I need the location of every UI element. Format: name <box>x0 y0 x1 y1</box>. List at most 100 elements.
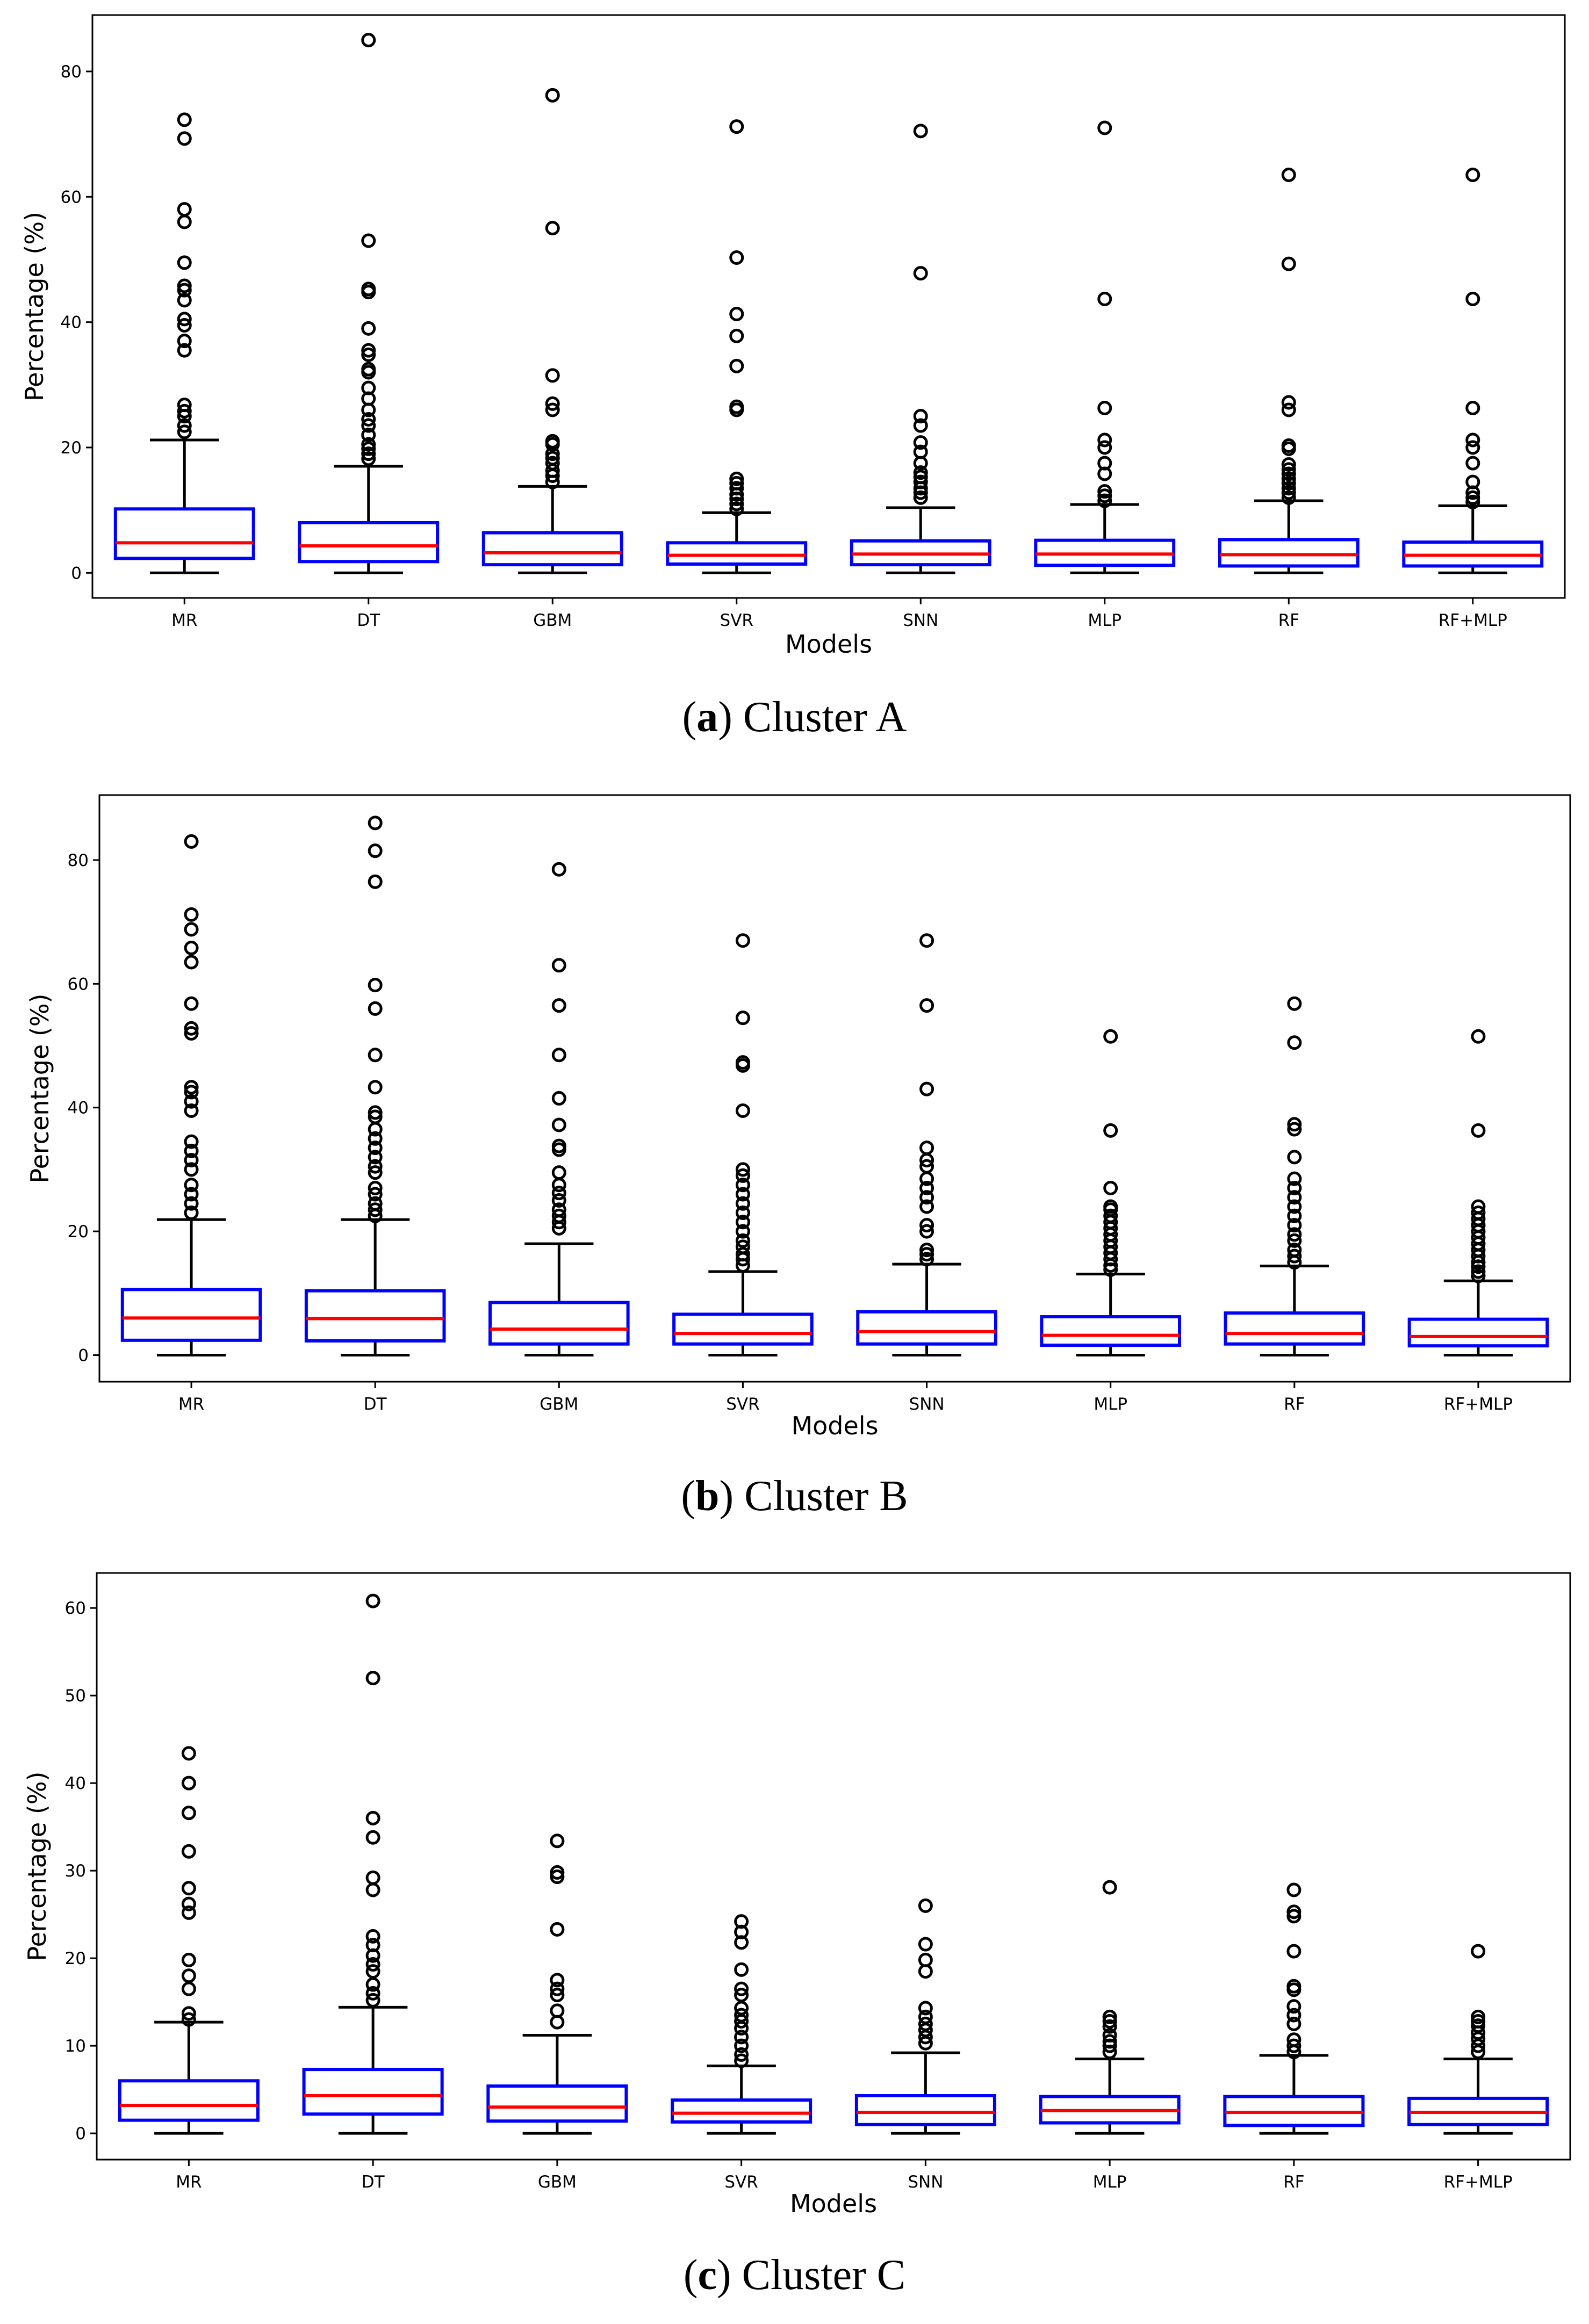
box-snn <box>850 124 991 574</box>
outlier-point <box>735 1247 750 1262</box>
outlier-point <box>913 465 928 480</box>
outlier-point <box>545 368 560 383</box>
outlier-point <box>551 1193 566 1208</box>
x-tick-label: RF+MLP <box>1439 611 1507 630</box>
outlier-point <box>1102 2034 1117 2049</box>
outlier-point <box>361 446 376 461</box>
iqr-box <box>672 1312 814 1346</box>
outlier-point <box>734 1981 749 1996</box>
outlier-point <box>184 1187 199 1202</box>
outlier-point <box>365 1810 380 1825</box>
y-tick-label: 40 <box>61 313 82 333</box>
outlier-point <box>919 1081 934 1096</box>
outlier-point <box>361 380 376 395</box>
outlier-point <box>551 1117 566 1132</box>
outlier-point <box>361 412 376 427</box>
outlier-point <box>365 1593 380 1608</box>
x-tick-label: SNN <box>909 1395 945 1414</box>
outlier-point <box>368 1141 383 1156</box>
outlier-point <box>734 2030 749 2045</box>
outlier-point <box>919 1247 934 1262</box>
outlier-point <box>1471 1123 1486 1138</box>
outlier-point <box>735 1168 750 1183</box>
x-tick-label: RF <box>1283 2173 1304 2192</box>
outlier-point <box>550 1922 565 1937</box>
outlier-point <box>550 2003 565 2018</box>
outlier-point <box>1465 292 1480 306</box>
outlier-point <box>913 490 928 505</box>
outlier-point <box>734 2053 749 2068</box>
outlier-point <box>735 1187 750 1202</box>
outlier-point <box>361 33 376 48</box>
y-tick-label: 0 <box>75 2124 86 2143</box>
outlier-point <box>368 1001 383 1016</box>
outlier-point <box>1286 1944 1302 1959</box>
y-tick-label: 40 <box>65 1774 86 1793</box>
y-tick-label: 20 <box>65 1949 86 1968</box>
outlier-point <box>545 451 560 466</box>
outlier-point <box>368 1159 383 1174</box>
outlier-point <box>184 996 199 1011</box>
outlier-point <box>1287 1035 1302 1050</box>
outlier-point <box>361 428 376 443</box>
outlier-point <box>184 1206 199 1221</box>
outlier-point <box>368 1165 383 1180</box>
outlier-point <box>1286 2032 1302 2047</box>
outlier-point <box>545 402 560 417</box>
outlier-point <box>181 1844 196 1859</box>
outlier-point <box>177 343 192 358</box>
outlier-point <box>551 1138 566 1153</box>
iqr-box <box>1407 1317 1549 1348</box>
outlier-point <box>734 2008 749 2023</box>
outlier-point <box>1281 438 1296 453</box>
box-gbm <box>481 88 623 574</box>
y-tick-label: 60 <box>65 1599 86 1618</box>
outlier-point <box>735 1215 750 1230</box>
outlier-point <box>368 1180 383 1195</box>
x-tick-label: SNN <box>903 611 938 630</box>
outlier-point <box>365 1929 380 1944</box>
outlier-point <box>729 481 744 496</box>
outlier-point <box>1102 1880 1117 1895</box>
outlier-point <box>1286 1909 1302 1924</box>
outlier-point <box>1286 2016 1302 2031</box>
outlier-point <box>368 1048 383 1063</box>
outlier-point <box>1287 1190 1302 1205</box>
outlier-point <box>368 1080 383 1095</box>
outlier-point <box>551 998 566 1013</box>
outlier-point <box>368 978 383 993</box>
caption-text: Cluster B <box>744 1473 908 1520</box>
outlier-point <box>545 221 560 236</box>
outlier-point <box>184 1162 199 1177</box>
outlier-point <box>361 343 376 358</box>
outlier-point <box>1102 2019 1117 2034</box>
x-tick-label: RF+MLP <box>1444 2173 1513 2192</box>
outlier-point <box>919 998 934 1013</box>
outlier-point <box>735 1224 750 1239</box>
outlier-point <box>1287 1171 1302 1186</box>
outlier-point <box>545 88 560 103</box>
outlier-point <box>729 471 744 486</box>
outlier-point <box>177 255 192 270</box>
outlier-point <box>1471 1268 1486 1283</box>
outlier-point <box>919 1199 934 1214</box>
x-axis-label: Models <box>790 2189 877 2218</box>
outlier-point <box>177 278 192 293</box>
y-tick-label: 20 <box>68 1222 89 1242</box>
iqr-box <box>854 2094 996 2126</box>
outlier-point <box>365 1938 380 1953</box>
outlier-point <box>551 1048 566 1063</box>
y-tick-label: 80 <box>61 62 82 82</box>
caption-cluster-b: (b) Cluster B <box>681 1473 908 1520</box>
outlier-point <box>1281 490 1296 505</box>
outlier-point <box>729 399 744 414</box>
iqr-box <box>488 1301 630 1346</box>
iqr-box <box>666 541 808 566</box>
outlier-point <box>368 1150 383 1165</box>
outlier-point <box>1286 1882 1302 1897</box>
x-tick-label: DT <box>357 611 380 630</box>
outlier-point <box>919 1180 934 1195</box>
box-svr <box>672 933 814 1356</box>
outlier-point <box>1097 488 1112 503</box>
x-tick-label: SVR <box>720 611 753 630</box>
